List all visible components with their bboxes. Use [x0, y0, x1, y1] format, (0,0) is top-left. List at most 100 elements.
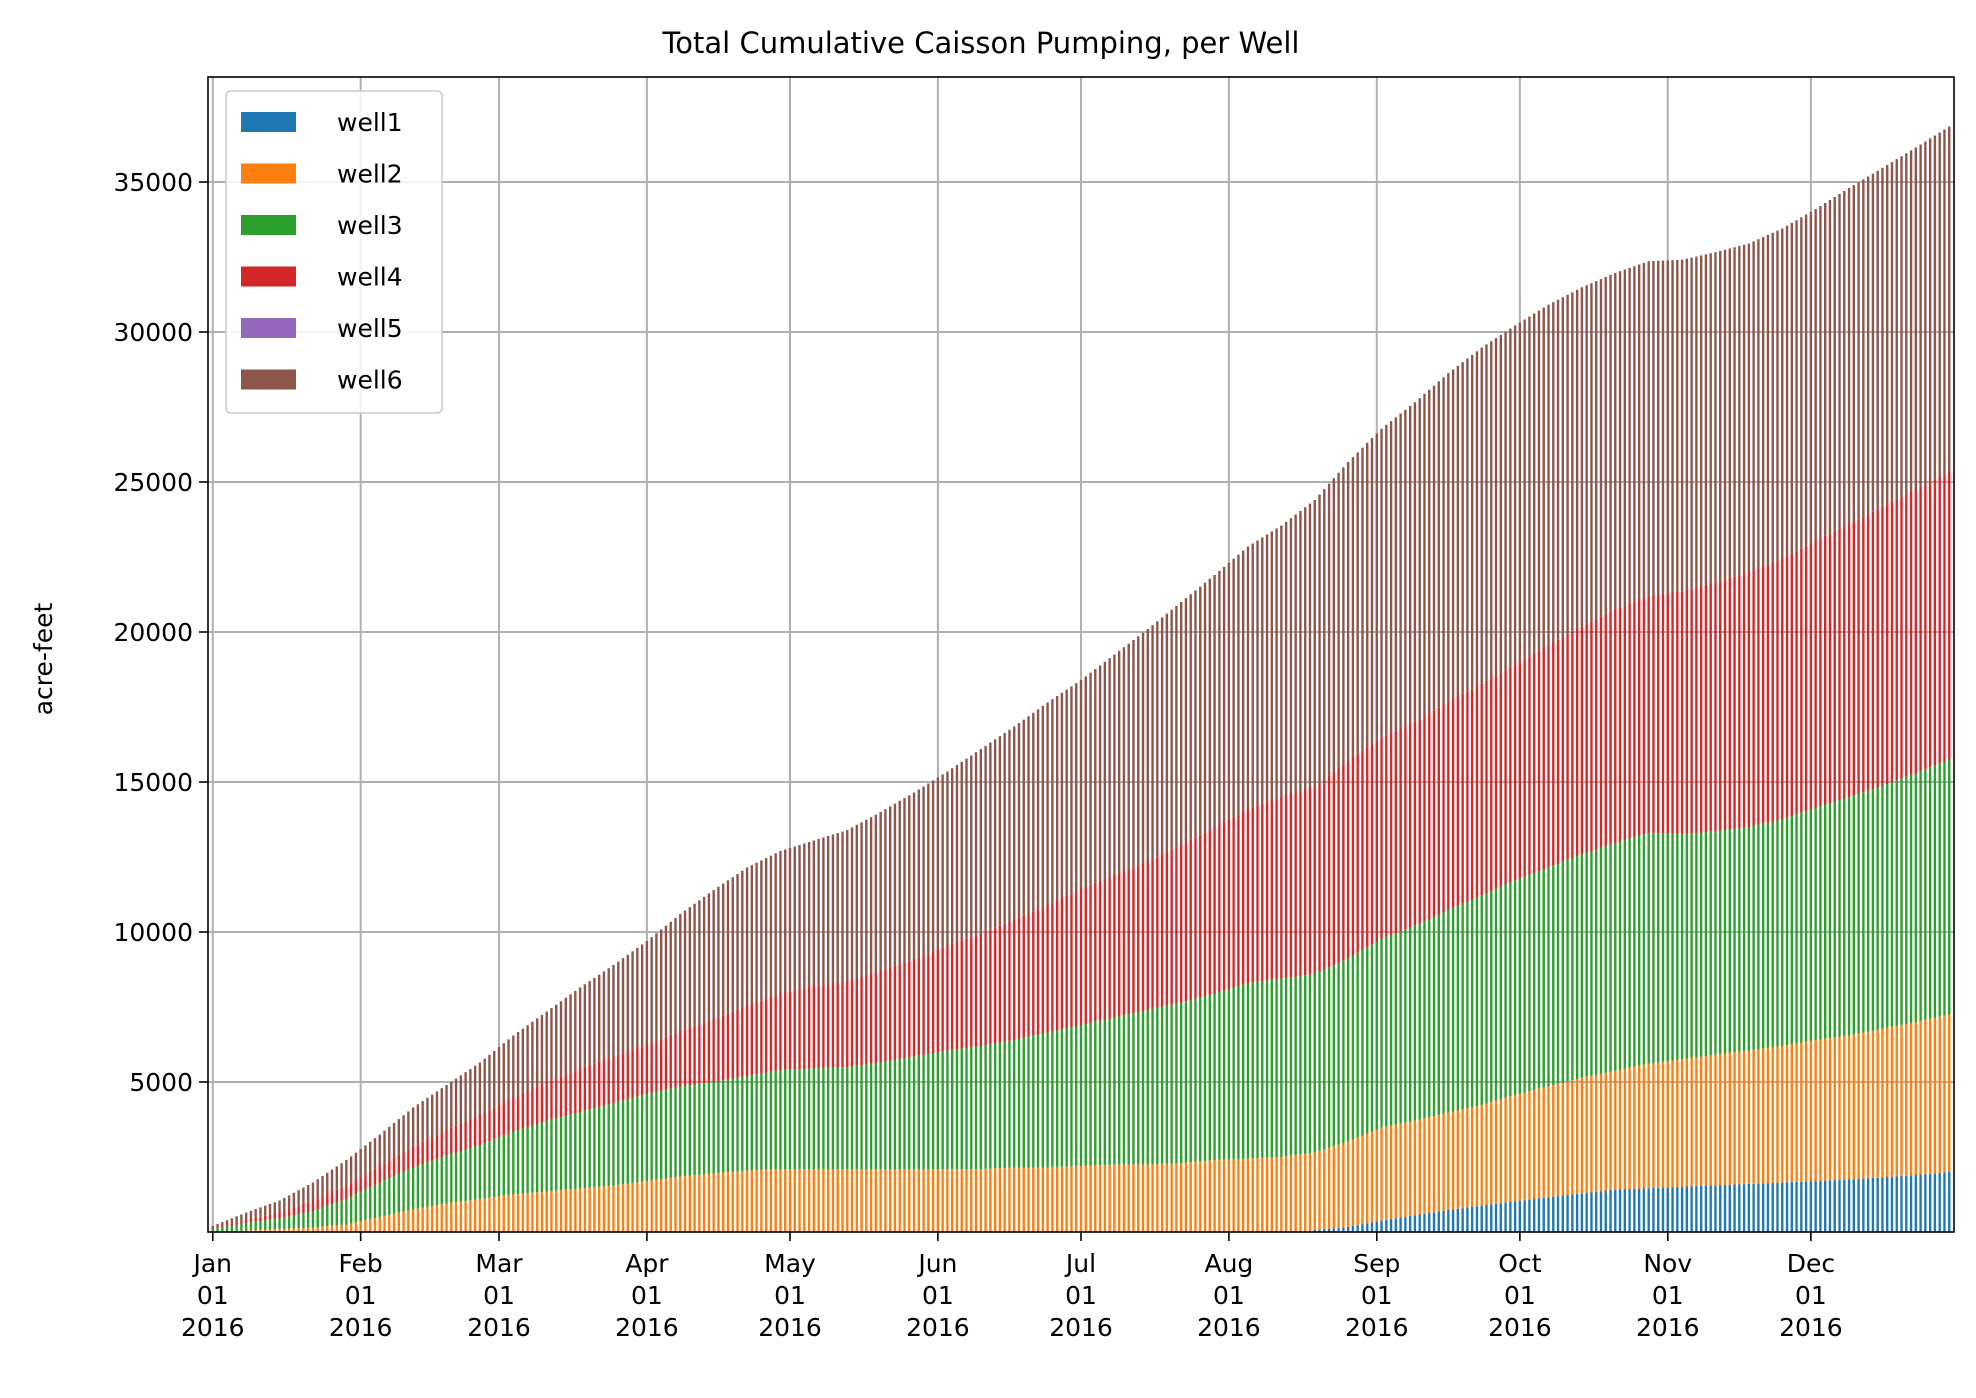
bar-well2 — [961, 1169, 963, 1232]
bar-well4 — [1290, 794, 1292, 977]
bar-well3 — [1724, 830, 1726, 1054]
bar-well6 — [1252, 544, 1254, 808]
bar-well6 — [1433, 386, 1435, 711]
bar-well2 — [417, 1209, 419, 1232]
bar-well6 — [536, 1018, 538, 1086]
bar-well6 — [264, 1206, 266, 1216]
bar-well4 — [1347, 760, 1349, 958]
bar-well3 — [1271, 980, 1273, 1158]
bar-well6 — [1409, 406, 1411, 724]
bar-well6 — [631, 951, 633, 1049]
x-tick-label: 2016 — [1779, 1313, 1843, 1342]
bar-well3 — [1609, 845, 1611, 1072]
bar-well2 — [927, 1169, 929, 1232]
bar-well3 — [856, 1066, 858, 1169]
bar-well4 — [445, 1130, 447, 1156]
bar-well1 — [1905, 1176, 1907, 1232]
bar-well3 — [221, 1227, 223, 1231]
bar-well2 — [1495, 1101, 1497, 1204]
bar-well2 — [1266, 1158, 1268, 1232]
bar-well1 — [1881, 1177, 1883, 1232]
bar-well2 — [1686, 1059, 1688, 1187]
bar-well4 — [665, 1037, 667, 1090]
bar-well3 — [393, 1176, 395, 1214]
bar-well3 — [870, 1064, 872, 1169]
bar-well1 — [1504, 1203, 1506, 1232]
bar-well2 — [546, 1192, 548, 1233]
bar-well2 — [1438, 1115, 1440, 1212]
x-tick-label: 01 — [1361, 1281, 1393, 1310]
bar-well2 — [603, 1186, 605, 1232]
bar-well1 — [1748, 1184, 1750, 1232]
bar-well3 — [660, 1091, 662, 1179]
bar-well6 — [1924, 142, 1926, 485]
bar-well2 — [1581, 1078, 1583, 1194]
bar-well2 — [1027, 1168, 1029, 1233]
bar-well2 — [794, 1169, 796, 1232]
bar-well1 — [1791, 1182, 1793, 1232]
bar-well2 — [1667, 1061, 1669, 1187]
bar-well6 — [956, 765, 958, 942]
bar-well6 — [1762, 237, 1764, 566]
chart-title: Total Cumulative Caisson Pumping, per We… — [662, 26, 1300, 60]
bar-well1 — [1376, 1222, 1378, 1233]
bar-well3 — [1395, 933, 1397, 1125]
bar-well4 — [789, 991, 791, 1069]
bar-well6 — [727, 880, 729, 1013]
bar-well6 — [326, 1173, 328, 1194]
bar-well6 — [860, 822, 862, 977]
bar-well3 — [1624, 840, 1626, 1069]
bar-well4 — [1046, 905, 1048, 1033]
bar-well6 — [312, 1183, 314, 1201]
bar-well6 — [1896, 159, 1898, 499]
bar-well3 — [1934, 765, 1936, 1017]
bar-well1 — [1848, 1180, 1850, 1233]
bar-well3 — [1729, 829, 1731, 1053]
bar-well2 — [498, 1196, 500, 1232]
bar-well6 — [1085, 676, 1087, 886]
bar-well6 — [1814, 209, 1816, 541]
bar-well3 — [674, 1088, 676, 1178]
bar-well4 — [1652, 595, 1654, 833]
bar-well6 — [975, 752, 977, 935]
bar-well4 — [1166, 852, 1168, 1006]
bar-well2 — [1385, 1127, 1387, 1220]
bar-well6 — [359, 1149, 361, 1177]
x-tick-label: 2016 — [1636, 1313, 1700, 1342]
bar-well6 — [1905, 153, 1907, 494]
bar-well3 — [345, 1199, 347, 1225]
bar-well6 — [541, 1015, 543, 1084]
bar-well6 — [1605, 277, 1607, 614]
bar-well6 — [1915, 148, 1917, 490]
bar-well3 — [293, 1215, 295, 1228]
bar-well6 — [393, 1123, 395, 1158]
y-tick-label: 5000 — [129, 1068, 193, 1097]
bar-well3 — [1023, 1038, 1025, 1168]
bar-well3 — [1819, 806, 1821, 1039]
bar-well6 — [1853, 185, 1855, 521]
bar-well4 — [1123, 871, 1125, 1015]
bar-well3 — [1919, 771, 1921, 1021]
bar-well6 — [1638, 265, 1640, 600]
bar-well2 — [975, 1169, 977, 1232]
bar-well3 — [1204, 996, 1206, 1161]
bar-well4 — [755, 1002, 757, 1074]
bar-well4 — [1585, 624, 1587, 853]
bar-well6 — [1543, 308, 1545, 648]
bar-well1 — [1581, 1193, 1583, 1232]
bar-well4 — [1533, 653, 1535, 872]
bar-well6 — [1886, 165, 1888, 504]
bar-well3 — [560, 1117, 562, 1190]
bar-well4 — [922, 955, 924, 1055]
bar-well4 — [903, 962, 905, 1058]
bar-well2 — [1442, 1114, 1444, 1211]
bar-well4 — [655, 1041, 657, 1092]
bar-well2 — [1900, 1025, 1902, 1176]
bar-well2 — [1013, 1168, 1015, 1233]
bar-well6 — [918, 790, 920, 958]
bar-well4 — [989, 930, 991, 1045]
bar-well6 — [278, 1201, 280, 1213]
legend-label-well4: well4 — [337, 263, 403, 292]
bar-well6 — [355, 1153, 357, 1180]
